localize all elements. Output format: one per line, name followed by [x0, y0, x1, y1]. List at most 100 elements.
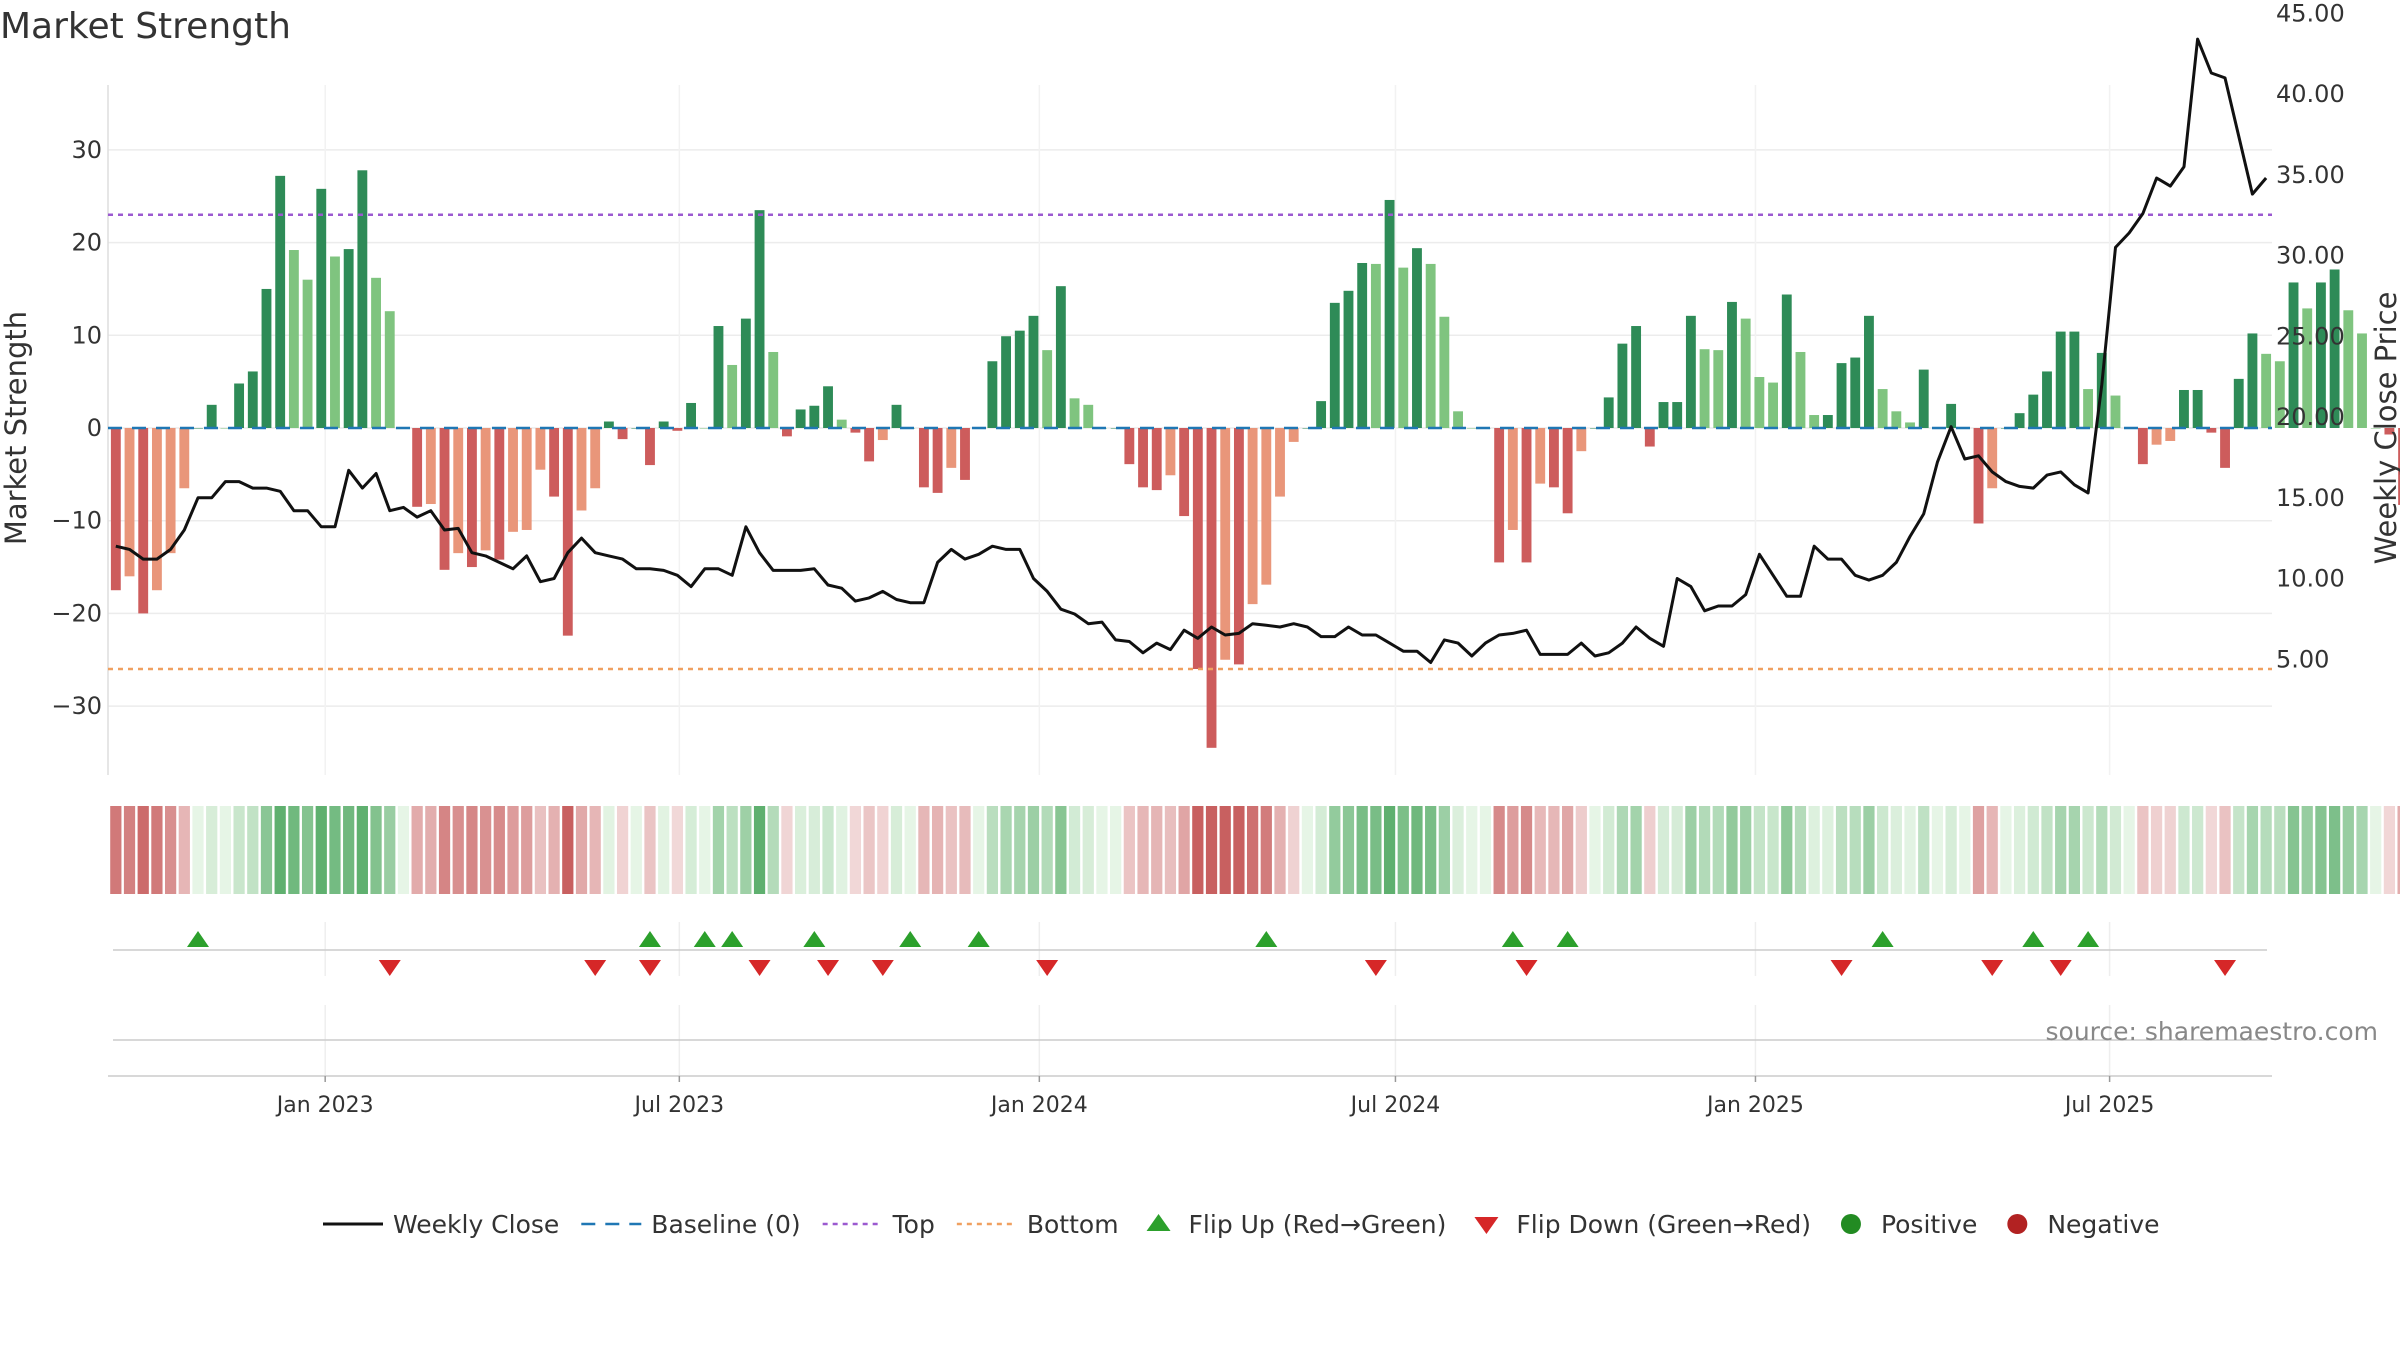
flip-up-marker: [899, 931, 922, 947]
strength-bar: [234, 383, 245, 428]
strength-bar: [1822, 415, 1833, 428]
strength-bar: [1973, 428, 1984, 524]
legend-item-top: Top: [822, 1210, 935, 1239]
heatmap-cell: [137, 806, 149, 894]
strength-bar: [672, 428, 683, 431]
strength-heatmap-strip: [110, 806, 2400, 894]
strength-bar: [932, 428, 943, 493]
heatmap-cell: [589, 806, 601, 894]
heatmap-cell: [986, 806, 998, 894]
strength-bar: [2370, 428, 2381, 429]
heatmap-cell: [1959, 806, 1971, 894]
heatmap-cell: [1192, 806, 1204, 894]
heatmap-cell: [836, 806, 848, 894]
x-tick-label: Jul 2025: [2063, 1093, 2155, 1118]
heatmap-cell: [822, 806, 834, 894]
heatmap-cell: [1630, 806, 1642, 894]
right-tick-label: 5.00: [2276, 645, 2329, 673]
strength-bar: [2233, 378, 2244, 428]
strength-bar: [2343, 310, 2354, 428]
heatmap-cell: [1986, 806, 1998, 894]
legend-item-weekly-close: Weekly Close: [323, 1210, 559, 1239]
strength-bar: [2014, 413, 2025, 428]
strength-bar: [1220, 428, 1231, 660]
heatmap-cell: [904, 806, 916, 894]
heatmap-cell: [1205, 806, 1218, 894]
heatmap-cell: [2013, 806, 2026, 894]
heatmap-cell: [1055, 806, 1067, 894]
strength-bar: [617, 428, 628, 440]
strength-bar: [1576, 428, 1587, 452]
heatmap-cell: [1918, 806, 1930, 894]
heatmap-cell: [1370, 806, 1382, 894]
strength-bar: [247, 371, 258, 428]
left-tick-label: 0: [87, 414, 102, 442]
strength-bar: [699, 428, 710, 429]
weekly-close-line: [115, 37, 2268, 664]
strength-bar: [795, 409, 806, 428]
right-axis-ticks: 45.00 40.00 35.00 30.00 25.00 20.00 15.00 10.00…: [2276, 0, 2345, 673]
strength-bar: [494, 428, 505, 560]
strength-bar: [1302, 428, 1313, 429]
strength-bar: [2220, 428, 2230, 468]
flip-up-marker: [2077, 931, 2100, 947]
heatmap-cell: [301, 806, 314, 894]
heatmap-cell: [110, 806, 122, 894]
heatmap-cell: [699, 806, 711, 894]
legend-dot-icon: [1840, 1214, 1861, 1234]
strength-bar: [576, 428, 587, 511]
strength-bar: [850, 428, 861, 433]
heatmap-cell: [1822, 806, 1834, 894]
right-tick-label: 15.00: [2276, 484, 2345, 512]
right-tick-label: 30.00: [2276, 242, 2345, 270]
heatmap-cell: [2041, 806, 2053, 894]
heatmap-cell: [1808, 806, 1820, 894]
strength-bar: [1562, 428, 1573, 514]
strength-bar: [1466, 428, 1477, 429]
heatmap-cell: [1781, 806, 1793, 894]
heatmap-cell: [1657, 806, 1670, 894]
strength-bar: [1165, 428, 1176, 476]
strength-bar: [1329, 302, 1340, 428]
strength-bar: [713, 326, 724, 428]
heatmap-cell: [781, 806, 793, 894]
strength-bar: [1795, 351, 1806, 428]
strength-bar: [960, 428, 970, 480]
legend-label: Weekly Close: [393, 1210, 559, 1239]
strength-bar: [603, 421, 614, 428]
heatmap-cell: [534, 806, 547, 894]
strength-bar: [1877, 389, 1888, 428]
left-tick-label: −10: [51, 507, 102, 535]
left-axis-label: Market Strength: [0, 311, 33, 545]
flip-down-marker: [1981, 960, 2004, 976]
right-tick-label: 45.00: [2276, 0, 2345, 27]
strength-bar: [2083, 389, 2094, 428]
heatmap-cell: [1479, 806, 1492, 894]
strength-bar: [740, 318, 751, 428]
strength-bar: [1603, 397, 1614, 428]
x-tick-label: Jan 2024: [989, 1093, 1088, 1118]
strength-bars: [110, 170, 2400, 748]
strength-bar: [645, 428, 655, 466]
flip-down-marker: [817, 960, 840, 976]
heatmap-cell: [1246, 806, 1259, 894]
strength-bar: [1809, 415, 1820, 428]
flip-down-marker: [2049, 960, 2072, 976]
grid-lines: [108, 85, 2272, 775]
strength-bar: [1617, 343, 1628, 428]
strength-bar: [1247, 428, 1258, 605]
flip-down-marker: [1515, 960, 1538, 976]
strength-bar: [1370, 263, 1381, 428]
heatmap-cell: [1698, 806, 1711, 894]
strength-bar: [2302, 308, 2313, 428]
legend-item-negative: Negative: [2007, 1210, 2160, 1239]
strength-bar: [877, 428, 888, 441]
heatmap-cell: [1123, 806, 1135, 894]
right-tick-label: 20.00: [2276, 403, 2345, 431]
heatmap-cell: [2164, 806, 2176, 894]
heatmap-cell: [219, 806, 232, 894]
heatmap-cell: [1137, 806, 1149, 894]
strength-bar: [535, 428, 546, 470]
heatmap-cell: [1794, 806, 1807, 894]
